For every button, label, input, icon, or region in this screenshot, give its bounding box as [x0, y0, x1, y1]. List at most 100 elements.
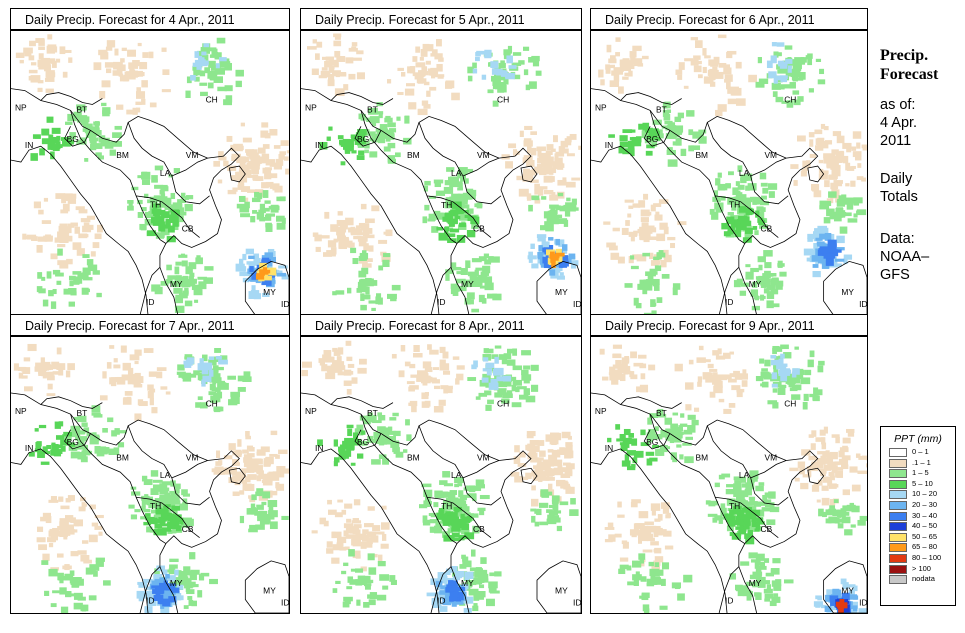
- legend-item: 20 – 30: [881, 500, 955, 511]
- country-label: TH: [441, 200, 452, 210]
- country-label: BG: [67, 134, 79, 144]
- precip-cells: [13, 343, 289, 613]
- legend-label: .1 – 1: [912, 457, 931, 467]
- country-label: TH: [150, 501, 161, 511]
- precip-cells: [598, 34, 867, 315]
- country-label: BM: [116, 150, 129, 160]
- country-label: CH: [497, 399, 509, 409]
- country-label: TH: [150, 200, 161, 210]
- country-label: ID: [725, 595, 733, 605]
- country-label: ID: [437, 595, 445, 605]
- data-label: Data:: [880, 231, 915, 247]
- country-label: TH: [729, 200, 740, 210]
- legend-title: PPT (mm): [894, 433, 942, 445]
- country-label: TH: [441, 501, 452, 511]
- legend-swatch: [889, 511, 907, 521]
- heading-precip: Precip.: [880, 47, 929, 64]
- precip-map-svg: NP BT IN BG BM CH VM LA TH CB MY ID MY ID: [591, 344, 867, 613]
- country-label: MY: [263, 287, 276, 297]
- country-label: ID: [146, 297, 154, 307]
- legend-swatch: [889, 522, 907, 532]
- country-label: ID: [437, 297, 445, 307]
- country-label: CB: [761, 224, 773, 234]
- legend-label: 30 – 40: [912, 510, 938, 520]
- country-label: BM: [407, 150, 420, 160]
- country-label: ID: [281, 299, 289, 309]
- country-outlines: [301, 88, 581, 315]
- country-outlines: [301, 392, 581, 613]
- country-label: IN: [605, 140, 613, 150]
- country-label: MY: [461, 279, 474, 289]
- country-label: ID: [281, 597, 289, 607]
- country-label: BT: [77, 408, 88, 418]
- country-label: LA: [739, 470, 750, 480]
- country-label: NP: [595, 406, 607, 416]
- country-label: NP: [15, 102, 27, 112]
- legend-item: nodata: [881, 574, 955, 585]
- data-source-2: GFS: [880, 267, 910, 283]
- country-label: NP: [595, 102, 607, 112]
- country-label: ID: [146, 595, 154, 605]
- legend-swatch: [889, 479, 907, 489]
- legend-swatch: [889, 575, 907, 585]
- precip-map-svg: NP BT IN BG BM CH VM LA TH CB MY ID MY ID: [11, 34, 289, 315]
- country-label: VM: [764, 150, 777, 160]
- country-label: ID: [725, 297, 733, 307]
- precip-map: NP BT IN BG BM CH VM LA TH CB MY ID MY ID: [590, 336, 868, 614]
- country-label: MY: [841, 287, 854, 297]
- precip-cells: [15, 34, 289, 313]
- country-label: VM: [764, 453, 777, 463]
- country-label: BG: [357, 134, 369, 144]
- country-label: BM: [695, 150, 708, 160]
- country-label: MY: [263, 586, 276, 596]
- country-label: ID: [573, 597, 581, 607]
- asof-date: 4 Apr.: [880, 115, 918, 131]
- country-label: LA: [451, 168, 462, 178]
- country-label: CB: [473, 524, 485, 534]
- country-label: MY: [555, 586, 568, 596]
- country-label: BT: [656, 104, 667, 114]
- legend-item: 40 – 50: [881, 521, 955, 532]
- legend-label: nodata: [912, 574, 935, 584]
- legend-item: 10 – 20: [881, 489, 955, 500]
- country-label: CB: [761, 524, 773, 534]
- country-label: MY: [170, 279, 183, 289]
- panel-title: Daily Precip. Forecast for 8 Apr., 2011: [300, 314, 582, 336]
- country-label: MY: [461, 578, 474, 588]
- country-label: IN: [315, 140, 323, 150]
- country-label: CB: [473, 224, 485, 234]
- legend-label: 20 – 30: [912, 499, 938, 509]
- panel-title: Daily Precip. Forecast for 6 Apr., 2011: [590, 8, 868, 30]
- precip-cells: [301, 340, 579, 613]
- data-source-1: NOAA–: [880, 249, 930, 265]
- legend-swatch: [889, 458, 907, 468]
- country-label: MY: [749, 578, 762, 588]
- country-label: ID: [859, 597, 867, 607]
- legend-item: 5 – 10: [881, 479, 955, 490]
- country-label: NP: [305, 406, 317, 416]
- country-label: LA: [160, 470, 171, 480]
- precip-map: NP BT IN BG BM CH VM LA TH CB MY ID MY ID: [300, 336, 582, 614]
- country-label: BT: [367, 104, 378, 114]
- legend-item: .1 – 1: [881, 458, 955, 469]
- country-label: BT: [367, 408, 378, 418]
- country-label: CB: [182, 524, 194, 534]
- country-label: VM: [477, 150, 490, 160]
- legend-swatch: [889, 543, 907, 553]
- legend-swatch: [889, 469, 907, 479]
- country-label: MY: [170, 578, 183, 588]
- legend-item: 80 – 100: [881, 553, 955, 564]
- country-label: MY: [749, 279, 762, 289]
- country-label: CH: [206, 399, 218, 409]
- precip-map: NP BT IN BG BM CH VM LA TH CB MY ID MY ID: [300, 30, 582, 316]
- legend-swatch: [889, 564, 907, 574]
- country-label: LA: [160, 168, 171, 178]
- country-label: LA: [451, 470, 462, 480]
- country-outlines: [591, 392, 867, 613]
- legend-swatch: [889, 490, 907, 500]
- country-outlines: [11, 88, 289, 315]
- precip-map-svg: NP BT IN BG BM CH VM LA TH CB MY ID MY ID: [11, 343, 289, 613]
- precip-map: NP BT IN BG BM CH VM LA TH CB MY ID MY ID: [590, 30, 868, 316]
- legend-item: 30 – 40: [881, 511, 955, 522]
